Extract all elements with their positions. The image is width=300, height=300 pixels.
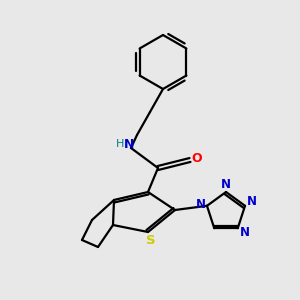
Text: H: H (116, 139, 124, 149)
Text: S: S (146, 233, 156, 247)
Text: N: N (124, 137, 134, 151)
Text: N: N (247, 195, 257, 208)
Text: O: O (192, 152, 202, 166)
Text: N: N (196, 198, 206, 211)
Text: N: N (221, 178, 231, 191)
Text: N: N (240, 226, 250, 239)
